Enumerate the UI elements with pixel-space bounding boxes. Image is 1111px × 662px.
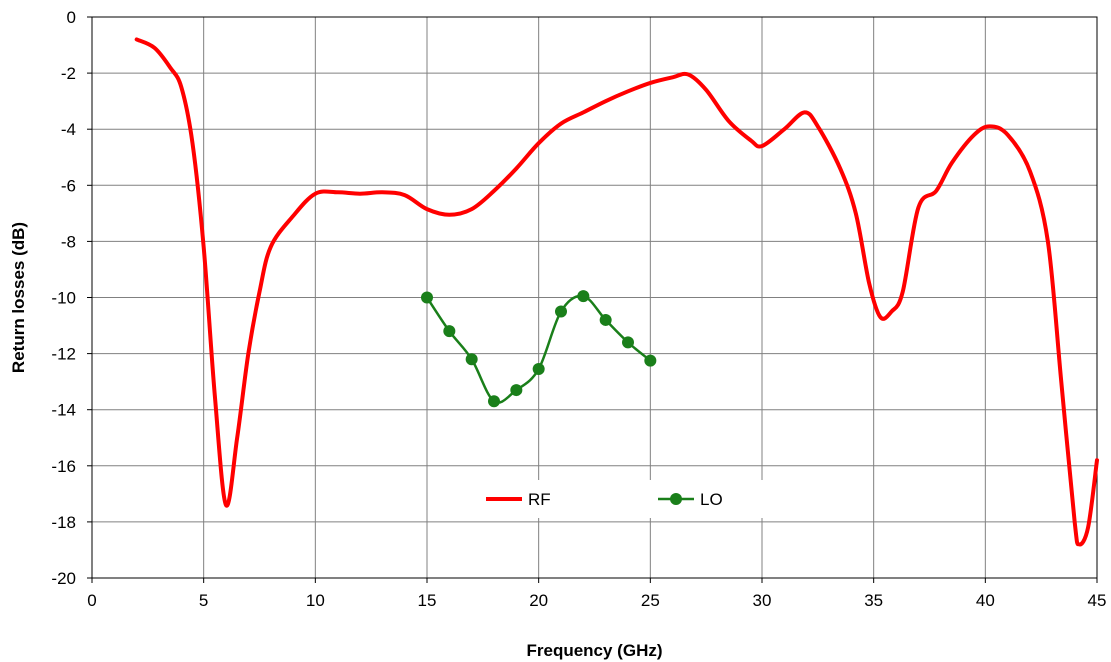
y-tick-label: -2 [61, 64, 76, 83]
series-lo-point [577, 290, 590, 303]
y-tick-label: -6 [61, 176, 76, 195]
series-lo-point [465, 353, 478, 366]
series-lo-point [421, 291, 433, 304]
y-tick-label: -4 [61, 120, 76, 139]
x-tick-label: 10 [306, 591, 325, 610]
x-tick-label: 15 [418, 591, 437, 610]
y-tick-label: -8 [61, 232, 76, 251]
series-lo-point [555, 305, 567, 318]
series-rf-line [134, 37, 1099, 547]
x-tick-label: 35 [864, 591, 883, 610]
series-lo-point [644, 354, 657, 367]
x-axis-title: Frequency (GHz) [526, 641, 662, 660]
y-tick-label: -10 [51, 289, 76, 308]
series-lo-point [599, 313, 612, 326]
x-tick-label: 25 [641, 591, 660, 610]
y-tick-label: -18 [51, 513, 76, 532]
grid [92, 17, 1097, 578]
axis-ticks: 0 5 10 15 20 25 30 35 40 45 0 -2 -4 -6 -8 -10 -12 -14 -16 -… [51, 8, 1106, 610]
y-tick-label: 0 [67, 8, 76, 27]
legend-rf-label: RF [528, 490, 551, 509]
y-axis-title: Return losses (dB) [9, 222, 28, 373]
series [134, 37, 1099, 547]
series-lo-point [532, 363, 545, 376]
x-tick-label: 5 [199, 591, 208, 610]
legend-lo-label: LO [700, 490, 723, 509]
y-tick-label: -12 [51, 345, 76, 364]
series-lo-point [443, 325, 456, 338]
y-tick-label: -14 [51, 401, 76, 420]
series-lo-point [510, 384, 523, 397]
x-tick-label: 0 [87, 591, 96, 610]
series-lo-point [622, 336, 634, 349]
legend-lo-marker [670, 493, 682, 505]
y-tick-label: -20 [51, 569, 76, 588]
legend: RF LO [470, 480, 790, 518]
y-tick-label: -16 [51, 457, 76, 476]
series-lo-point [488, 395, 500, 408]
x-tick-label: 20 [529, 591, 548, 610]
x-tick-label: 30 [753, 591, 772, 610]
x-tick-label: 40 [976, 591, 995, 610]
legend-background [470, 480, 790, 518]
x-tick-label: 45 [1088, 591, 1107, 610]
